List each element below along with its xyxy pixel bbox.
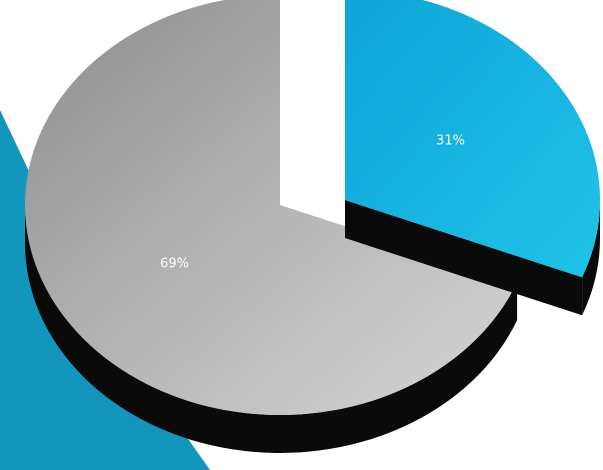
- pie-slice: [345, 0, 600, 278]
- slice-data-label: 31%: [436, 134, 465, 149]
- pie-slice-side: [25, 205, 518, 454]
- slice-data-label: 69%: [160, 257, 189, 272]
- background-accent: [0, 110, 210, 470]
- pie-slice-group: [25, 0, 518, 454]
- slices-layer: [25, 0, 600, 454]
- pie-slice-group: [345, 0, 600, 316]
- pie-slice-cut-face: [345, 200, 583, 316]
- pie-slice-side: [582, 200, 600, 316]
- labels-layer: 31% 69%: [160, 134, 465, 272]
- pie-slice: [25, 0, 518, 415]
